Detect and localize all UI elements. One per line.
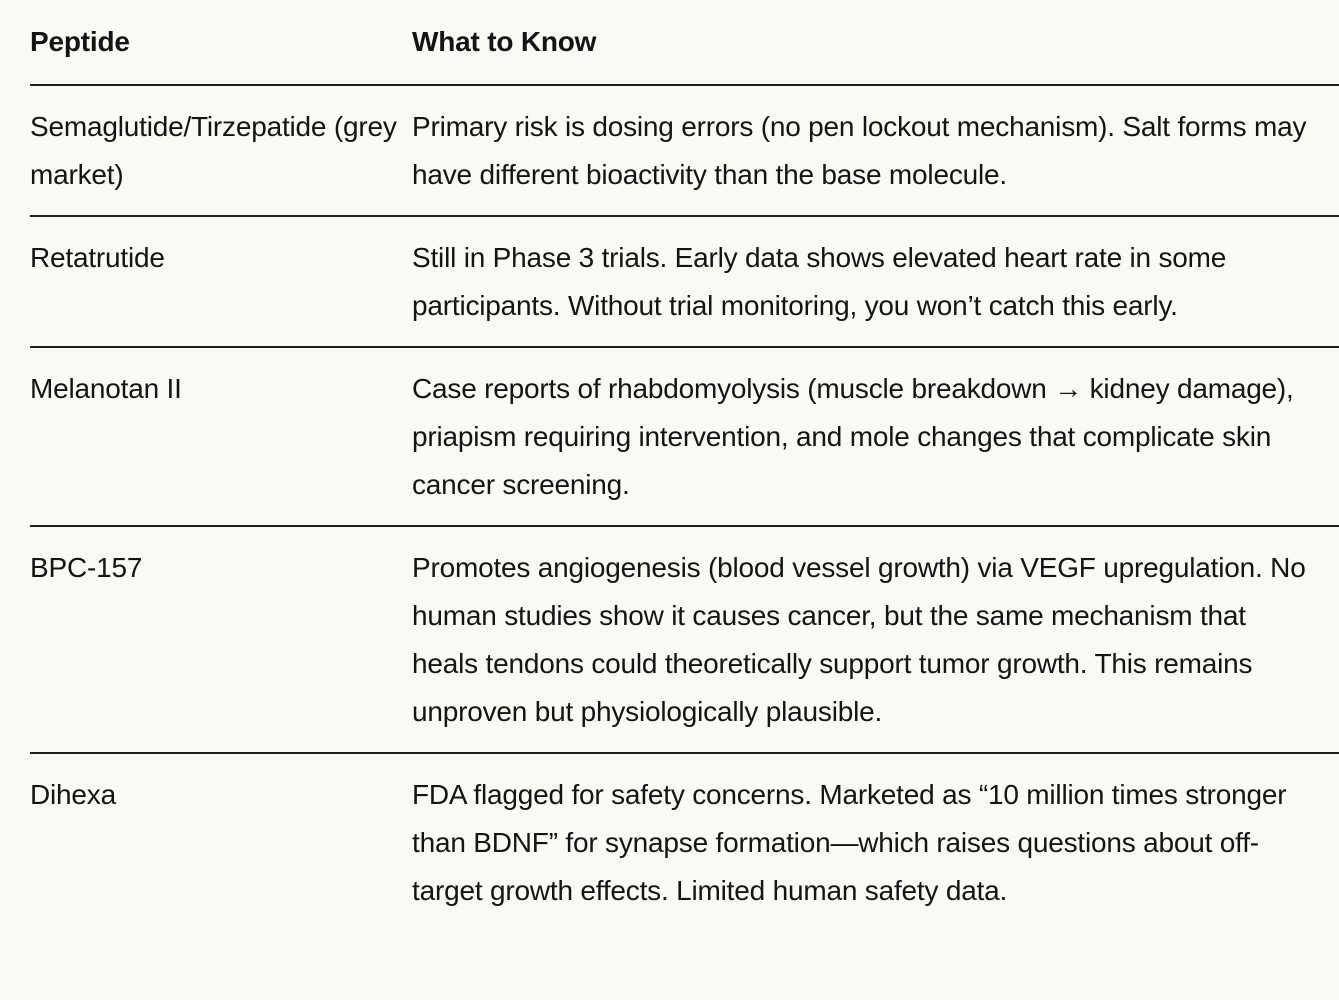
table-row: Dihexa FDA flagged for safety concerns. … xyxy=(30,754,1339,931)
peptide-name: Retatrutide xyxy=(30,242,165,273)
peptide-name: Melanotan II xyxy=(30,373,182,404)
peptide-info: Still in Phase 3 trials. Early data show… xyxy=(412,242,1227,321)
peptide-safety-table: Peptide What to Know Semaglutide/Tirzepa… xyxy=(30,0,1339,931)
column-header-what-to-know: What to Know xyxy=(412,26,597,57)
table-row: Semaglutide/Tirzepatide (grey market) Pr… xyxy=(30,86,1339,217)
peptide-info: Promotes angiogenesis (blood vessel grow… xyxy=(412,552,1306,727)
peptide-name: Semaglutide/Tirzepatide (grey market) xyxy=(30,111,397,190)
peptide-info: FDA flagged for safety concerns. Markete… xyxy=(412,779,1287,906)
table-row: BPC-157 Promotes angiogenesis (blood ves… xyxy=(30,527,1339,754)
peptide-info: Case reports of rhabdomyolysis (muscle b… xyxy=(412,373,1294,500)
peptide-name: BPC-157 xyxy=(30,552,143,583)
peptide-info: Primary risk is dosing errors (no pen lo… xyxy=(412,111,1307,190)
table-row: Retatrutide Still in Phase 3 trials. Ear… xyxy=(30,217,1339,348)
table-header-row: Peptide What to Know xyxy=(30,0,1339,86)
peptide-name: Dihexa xyxy=(30,779,116,810)
table-row: Melanotan II Case reports of rhabdomyoly… xyxy=(30,348,1339,527)
column-header-peptide: Peptide xyxy=(30,26,130,57)
